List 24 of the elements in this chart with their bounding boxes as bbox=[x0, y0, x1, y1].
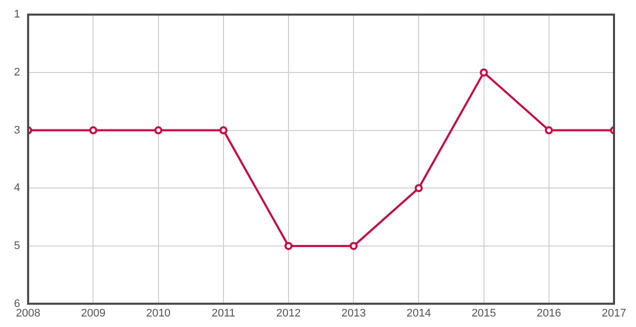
x-tick-label: 2010 bbox=[146, 307, 171, 320]
point bbox=[219, 126, 228, 134]
x-tick-label: 2015 bbox=[472, 307, 496, 320]
y-tick-label: 2 bbox=[14, 66, 20, 78]
y-tick-label: 3 bbox=[14, 124, 20, 136]
point bbox=[414, 184, 423, 192]
y-tick-label: 5 bbox=[14, 240, 20, 252]
y-tick-label: 1 bbox=[14, 8, 20, 21]
y-tick-label: 4 bbox=[14, 182, 20, 194]
point bbox=[89, 126, 98, 134]
x-tick-label: 2011 bbox=[212, 307, 236, 320]
x-tick-label: 2008 bbox=[16, 307, 40, 320]
y-tick-label: 6 bbox=[14, 298, 20, 310]
x-tick-label: 2017 bbox=[602, 307, 626, 320]
point bbox=[350, 242, 358, 250]
point bbox=[154, 126, 162, 134]
x-tick-label: 2016 bbox=[536, 307, 562, 320]
point bbox=[544, 126, 553, 134]
x-tick-label: 2009 bbox=[80, 307, 106, 320]
point bbox=[480, 68, 488, 76]
x-tick-label: 2014 bbox=[406, 307, 431, 320]
x-tick-label: 2013 bbox=[341, 307, 366, 320]
point bbox=[284, 242, 293, 250]
x-tick-label: 2012 bbox=[276, 307, 301, 320]
